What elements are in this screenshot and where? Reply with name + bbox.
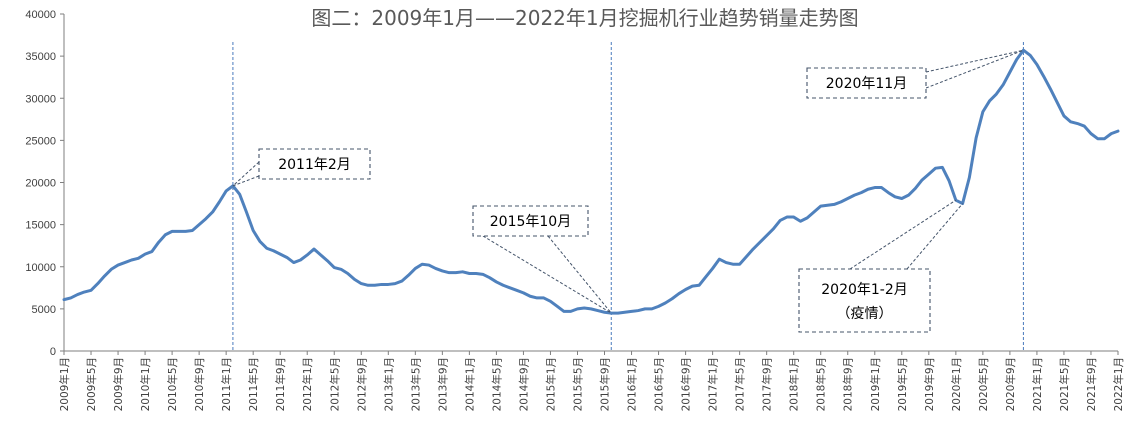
x-tick-label: 2021年9月 <box>1085 357 1098 411</box>
callout-leader <box>849 199 957 270</box>
y-tick-label: 30000 <box>25 93 56 105</box>
callout-label: 2011年2月 <box>278 157 351 173</box>
y-tick-label: 10000 <box>25 262 56 274</box>
x-tick-label: 2018年5月 <box>815 357 828 411</box>
x-tick-label: 2018年1月 <box>788 357 801 411</box>
x-tick-label: 2009年9月 <box>112 357 125 411</box>
callout-box <box>798 268 931 333</box>
vertical-markers <box>232 42 1024 351</box>
x-tick-label: 2017年9月 <box>761 357 774 411</box>
series-line <box>62 48 1120 315</box>
x-tick-label: 2013年1月 <box>382 357 395 411</box>
callout-leader <box>547 235 612 314</box>
x-tick-label: 2017年1月 <box>707 357 720 411</box>
callout-sublabel: （疫情） <box>837 306 893 322</box>
callout-label: 2015年10月 <box>490 214 571 230</box>
callout-label: 2020年11月 <box>826 76 907 92</box>
x-tick-label: 2012年5月 <box>328 357 341 411</box>
callouts: 2011年2月 2015年10月 2020年11月 2020年1-2月 （疫情） <box>232 49 1024 333</box>
callout-box <box>472 205 589 237</box>
x-tick-label: 2015年9月 <box>599 357 612 411</box>
x-tick-label: 2014年9月 <box>517 357 530 411</box>
y-axis-ticks: 0 5000 10000 15000 20000 25000 30000 35000 40000 <box>25 9 64 358</box>
y-tick-label: 25000 <box>25 135 56 147</box>
x-tick-label: 2016年1月 <box>626 357 639 411</box>
x-tick-label: 2009年1月 <box>58 357 71 411</box>
x-tick-label: 2016年5月 <box>653 357 666 411</box>
callout-box <box>806 67 927 99</box>
callout-leader <box>906 203 963 270</box>
x-tick-label: 2010年1月 <box>139 357 152 411</box>
y-tick-label: 0 <box>50 346 56 358</box>
x-tick-label: 2020年5月 <box>977 357 990 411</box>
series-layer <box>62 48 1120 315</box>
x-tick-label: 2021年1月 <box>1031 357 1044 411</box>
callout-leader <box>482 235 612 314</box>
x-tick-label: 2018年9月 <box>842 357 855 411</box>
callout-label: 2020年1-2月 <box>821 282 908 298</box>
x-tick-label: 2011年1月 <box>220 357 233 411</box>
chart-title: 图二：2009年1月——2022年1月挖掘机行业趋势销量走势图 <box>311 6 858 30</box>
x-tick-label: 2019年5月 <box>896 357 909 411</box>
x-tick-label: 2011年5月 <box>247 357 260 411</box>
x-tick-label: 2015年5月 <box>571 357 584 411</box>
x-tick-label: 2016年9月 <box>680 357 693 411</box>
x-tick-label: 2010年9月 <box>193 357 206 411</box>
x-tick-label: 2019年9月 <box>923 357 936 411</box>
x-tick-label: 2013年5月 <box>409 357 422 411</box>
x-tick-label: 2011年9月 <box>274 357 287 411</box>
x-axis-ticks: 2009年1月 2009年5月 2009年9月 2010年1月 2010年5月 2010年… <box>58 351 1125 411</box>
x-tick-label: 2017年5月 <box>734 357 747 411</box>
callout-leader <box>925 49 1024 89</box>
y-tick-label: 20000 <box>25 178 56 190</box>
y-tick-label: 40000 <box>25 9 56 21</box>
x-tick-label: 2010年5月 <box>166 357 179 411</box>
y-tick-label: 35000 <box>25 51 56 63</box>
x-tick-label: 2020年9月 <box>1004 357 1017 411</box>
x-tick-label: 2014年5月 <box>490 357 503 411</box>
x-tick-label: 2013年9月 <box>436 357 449 411</box>
x-tick-label: 2022年1月 <box>1112 357 1125 411</box>
callout-box <box>258 148 371 180</box>
x-tick-label: 2014年1月 <box>463 357 476 411</box>
x-tick-label: 2012年1月 <box>301 357 314 411</box>
callout-leader <box>232 161 260 187</box>
y-tick-label: 15000 <box>25 220 56 232</box>
callout-leader <box>232 175 260 187</box>
x-tick-label: 2009年5月 <box>85 357 98 411</box>
x-tick-label: 2021年5月 <box>1058 357 1071 411</box>
x-tick-label: 2012年9月 <box>355 357 368 411</box>
callout-leader <box>925 49 1024 73</box>
x-tick-label: 2020年1月 <box>950 357 963 411</box>
x-tick-label: 2019年1月 <box>869 357 882 411</box>
x-tick-label: 2015年1月 <box>544 357 557 411</box>
y-tick-label: 5000 <box>32 304 56 316</box>
